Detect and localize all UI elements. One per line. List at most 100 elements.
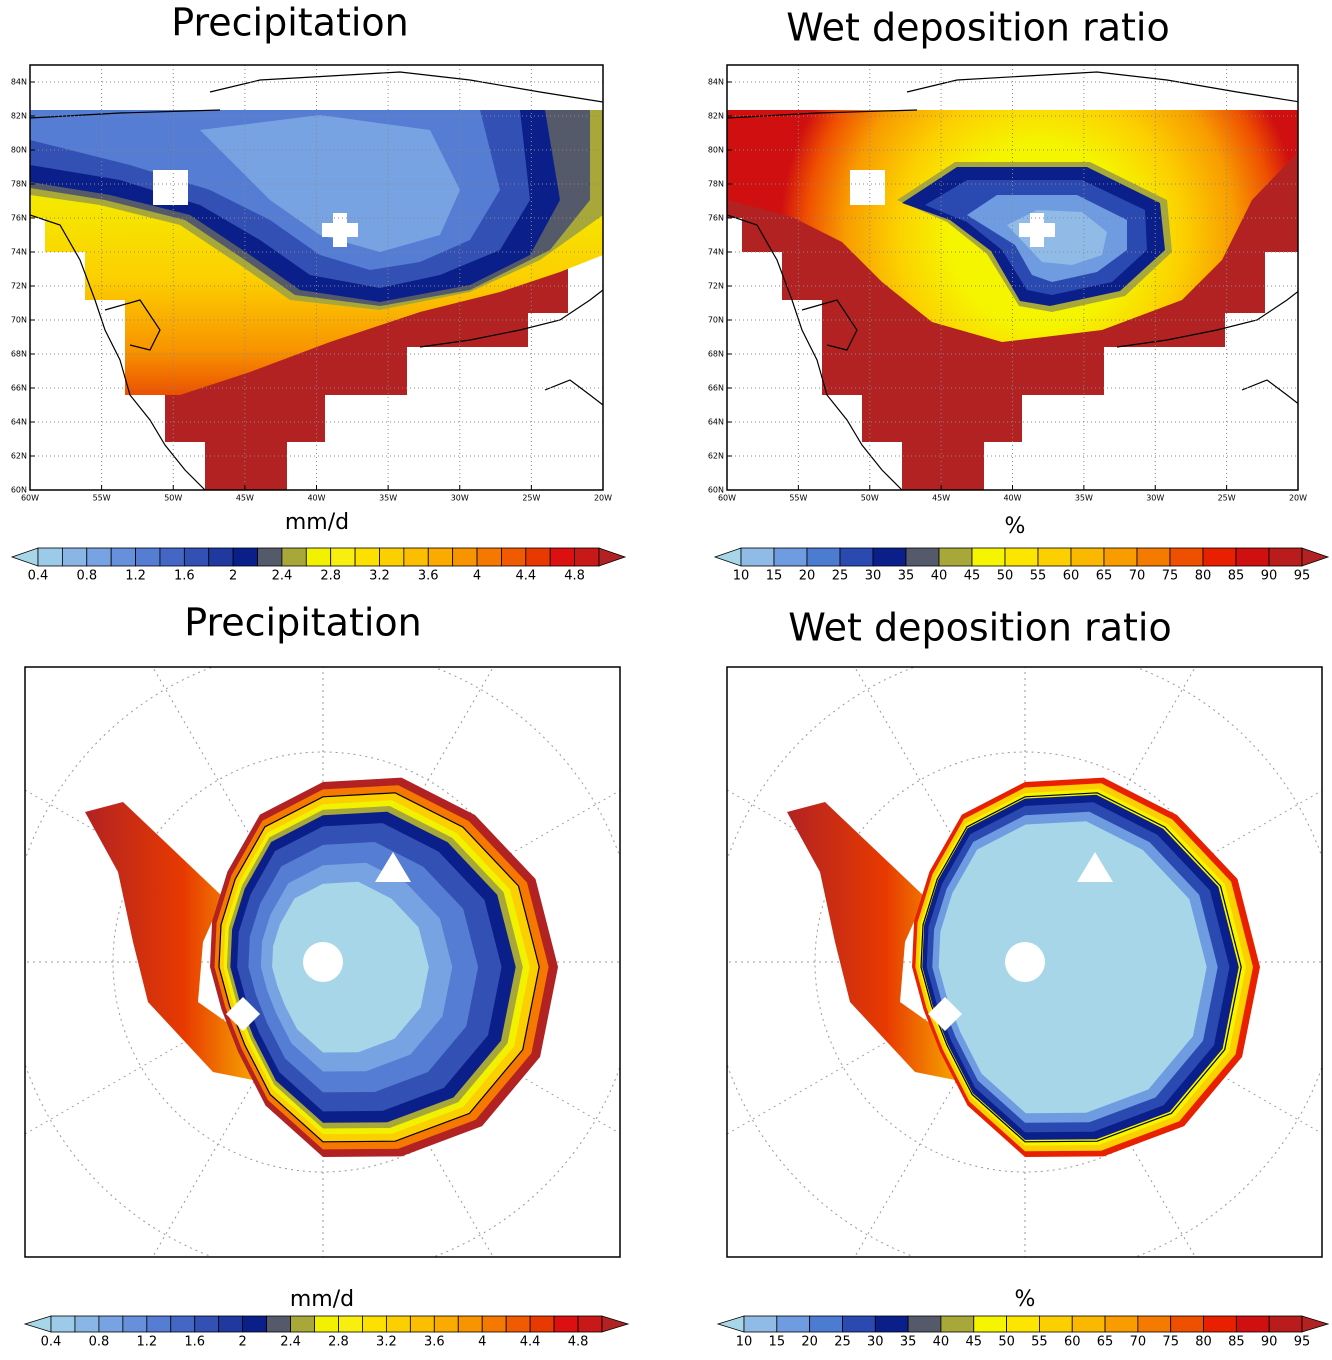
colorbar-box	[379, 547, 405, 567]
x-tick-label: 25W	[522, 494, 540, 503]
colorbar-box	[773, 547, 808, 567]
colorbar-box	[874, 1315, 909, 1333]
y-tick-label: 68N	[708, 350, 724, 359]
panel-title: Wet deposition ratio	[786, 6, 1169, 50]
colorbar-box	[905, 547, 940, 567]
colorbar-label: 70	[1130, 1335, 1147, 1350]
colorbar-label: 35	[900, 1335, 917, 1350]
colorbar-box	[86, 547, 112, 567]
colorbar-box	[1004, 547, 1039, 567]
colorbar-box	[973, 1315, 1007, 1333]
colorbar-label: 3.2	[376, 1335, 397, 1350]
x-tick-label: 45W	[932, 494, 950, 503]
colorbar-box	[1103, 547, 1138, 567]
colorbar-label: 35	[898, 569, 915, 584]
x-tick-label: 35W	[379, 494, 397, 503]
map-frame	[726, 666, 1323, 1258]
colorbar-box	[385, 1315, 411, 1333]
colorbar-box	[1170, 1315, 1204, 1333]
coastline	[218, 792, 540, 1143]
colorbar-label: 4.4	[515, 569, 536, 584]
colorbar-triangle	[10, 547, 39, 567]
colorbar-box	[37, 547, 63, 567]
marker-circle	[1005, 942, 1045, 982]
colorbar-box	[452, 547, 478, 567]
y-tick-label: 78N	[11, 180, 27, 189]
colorbar-box	[403, 547, 429, 567]
colorbar-box	[183, 547, 210, 567]
colorbar-box	[110, 547, 136, 567]
colorbar-triangle	[1301, 547, 1330, 567]
x-tick-label: 20W	[1289, 494, 1307, 503]
x-tick-label: 45W	[236, 494, 254, 503]
colorbar-box	[1039, 1315, 1073, 1333]
coastline	[419, 289, 603, 348]
colorbar-label: 20	[801, 1335, 818, 1350]
x-tick-label: 30W	[1146, 494, 1164, 503]
colorbar-label: 30	[865, 569, 882, 584]
colorbar-box	[290, 1315, 315, 1333]
colorbar-box	[505, 1315, 531, 1333]
colorbar-label: 20	[799, 569, 816, 584]
y-tick-label: 72N	[708, 282, 724, 291]
colorbar-label: 1.2	[136, 1335, 157, 1350]
colorbar-box	[433, 1315, 459, 1333]
colorbar-label: 50	[997, 569, 1014, 584]
field-band	[272, 881, 429, 1053]
coastline	[209, 71, 603, 103]
colorbar-box	[809, 1315, 843, 1333]
colorbar-triangle	[601, 1315, 630, 1333]
y-tick-label: 72N	[11, 282, 27, 291]
colorbar-box	[743, 1315, 778, 1333]
colorbar-label: 0.8	[89, 1335, 110, 1350]
colorbar-box	[338, 1315, 363, 1333]
colorbar-label: 45	[965, 1335, 982, 1350]
panel-title: Precipitation	[184, 601, 422, 645]
colorbar-box	[61, 547, 88, 567]
colorbar-label: 1.6	[184, 1335, 205, 1350]
colorbar-box	[281, 547, 307, 567]
marker-square	[153, 170, 188, 205]
y-tick-label: 70N	[11, 316, 27, 325]
colorbar-label: 60	[1064, 1335, 1081, 1350]
units-label: mm/d	[290, 1287, 354, 1312]
colorbar-label: 25	[834, 1335, 851, 1350]
colorbar-label: 70	[1129, 569, 1146, 584]
x-tick-label: 20W	[594, 494, 612, 503]
colorbar-box	[872, 547, 907, 567]
colorbar-label: 75	[1162, 569, 1179, 584]
colorbar-box	[1235, 1315, 1270, 1333]
colorbar-triangle	[1301, 1315, 1330, 1333]
y-tick-label: 74N	[708, 248, 724, 257]
y-tick-label: 84N	[11, 78, 27, 87]
coastline	[727, 214, 903, 490]
map-frame	[726, 64, 1299, 491]
colorbar-box	[842, 1315, 876, 1333]
colorbar-box	[740, 547, 775, 567]
x-tick-label: 50W	[861, 494, 879, 503]
colorbar-box	[907, 1315, 942, 1333]
y-tick-label: 78N	[708, 180, 724, 189]
field-peninsula	[85, 802, 283, 1080]
colorbar-box	[50, 1315, 76, 1333]
panel-title: Wet deposition ratio	[788, 606, 1171, 650]
x-tick-label: 40W	[307, 494, 325, 503]
colorbar-box	[971, 547, 1006, 567]
colorbar-label: 95	[1294, 1335, 1311, 1350]
coastline	[1241, 379, 1298, 405]
colorbar-label: 85	[1228, 1335, 1245, 1350]
colorbar-triangle	[23, 1315, 52, 1333]
coastline	[544, 379, 603, 406]
colorbar-box	[135, 547, 161, 567]
colorbar-box	[305, 547, 332, 567]
colorbar-box	[1268, 547, 1303, 567]
x-tick-label: 40W	[1003, 494, 1021, 503]
colorbar-box	[266, 1315, 291, 1333]
colorbar-box	[549, 547, 576, 567]
x-tick-label: 55W	[93, 494, 111, 503]
colorbar-label: 4.8	[564, 569, 585, 584]
colorbar-label: 65	[1097, 1335, 1114, 1350]
colorbar-triangle	[716, 1315, 745, 1333]
colorbar-box	[553, 1315, 579, 1333]
colorbar-label: 15	[769, 1335, 786, 1350]
